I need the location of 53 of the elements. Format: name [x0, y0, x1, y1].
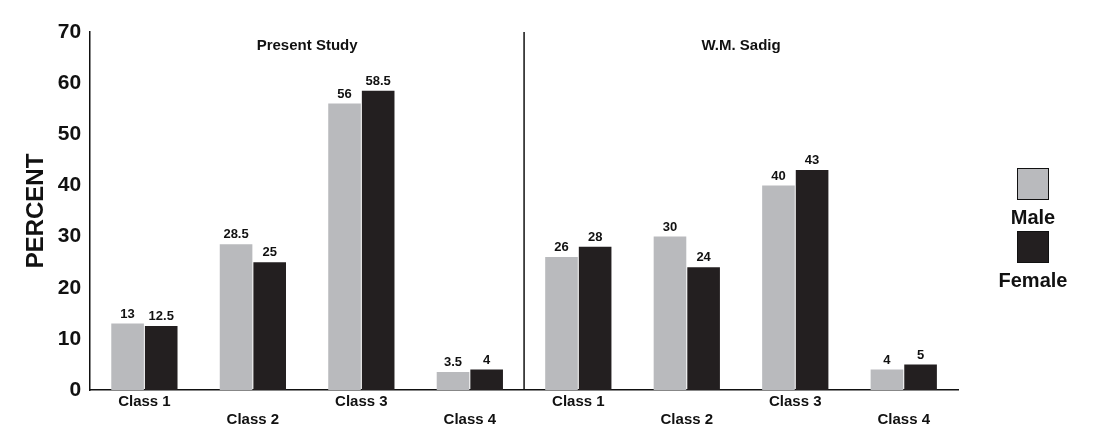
data-label: 28 [587, 228, 603, 244]
x-tick-label: Class 4 [877, 410, 931, 428]
bar [870, 369, 904, 390]
annotation: Present Study [256, 35, 359, 53]
x-tick-label: Class 2 [226, 410, 280, 428]
y-tick-label: 70 [57, 18, 82, 42]
y-tick-label: 60 [57, 69, 82, 93]
data-label: 30 [662, 218, 678, 234]
y-tick-label: 10 [57, 325, 82, 349]
data-label: 25 [262, 244, 277, 260]
bar [361, 90, 395, 390]
data-label: 58.5 [365, 72, 391, 88]
data-label: 12.5 [148, 308, 174, 324]
x-tick-label: Class 1 [118, 392, 171, 410]
x-tick-label: Class 3 [335, 392, 388, 410]
y-tick-label: 50 [57, 121, 82, 145]
legend-label: Male [1010, 206, 1056, 229]
data-label: 28.5 [223, 226, 249, 242]
data-label: 3.5 [443, 354, 463, 370]
data-label: 26 [554, 239, 569, 255]
x-tick-label: Class 1 [552, 392, 605, 410]
bar [219, 244, 253, 390]
bar [470, 369, 503, 390]
data-label: 40 [771, 167, 786, 183]
bar [904, 364, 937, 390]
x-tick-label: Class 2 [660, 410, 714, 428]
bar [144, 326, 178, 390]
data-label: 56 [337, 85, 352, 101]
bar [687, 267, 720, 390]
bar [436, 372, 470, 390]
bar [111, 323, 144, 390]
bar [795, 170, 829, 390]
bar [762, 185, 795, 390]
annotation: W.M. Sadig [701, 35, 781, 53]
bar [653, 236, 687, 390]
bar [253, 262, 286, 390]
data-label: 43 [804, 152, 820, 168]
y-tick-label: 40 [57, 172, 82, 196]
y-tick-label: 0 [69, 376, 82, 400]
data-label: 4 [883, 351, 892, 367]
bar [328, 103, 361, 390]
legend-label: Female [998, 269, 1068, 292]
data-label: 4 [483, 351, 492, 367]
y-axis-title: PERCENT [21, 153, 49, 269]
y-tick-label: 30 [57, 223, 82, 247]
y-tick-label: 20 [57, 274, 82, 298]
data-label: 13 [120, 305, 135, 321]
x-tick-label: Class 3 [769, 392, 822, 410]
bar [578, 246, 612, 390]
x-tick-label: Class 4 [443, 410, 497, 428]
data-label: 24 [696, 249, 712, 265]
data-label: 5 [916, 346, 925, 362]
bar [545, 257, 578, 390]
